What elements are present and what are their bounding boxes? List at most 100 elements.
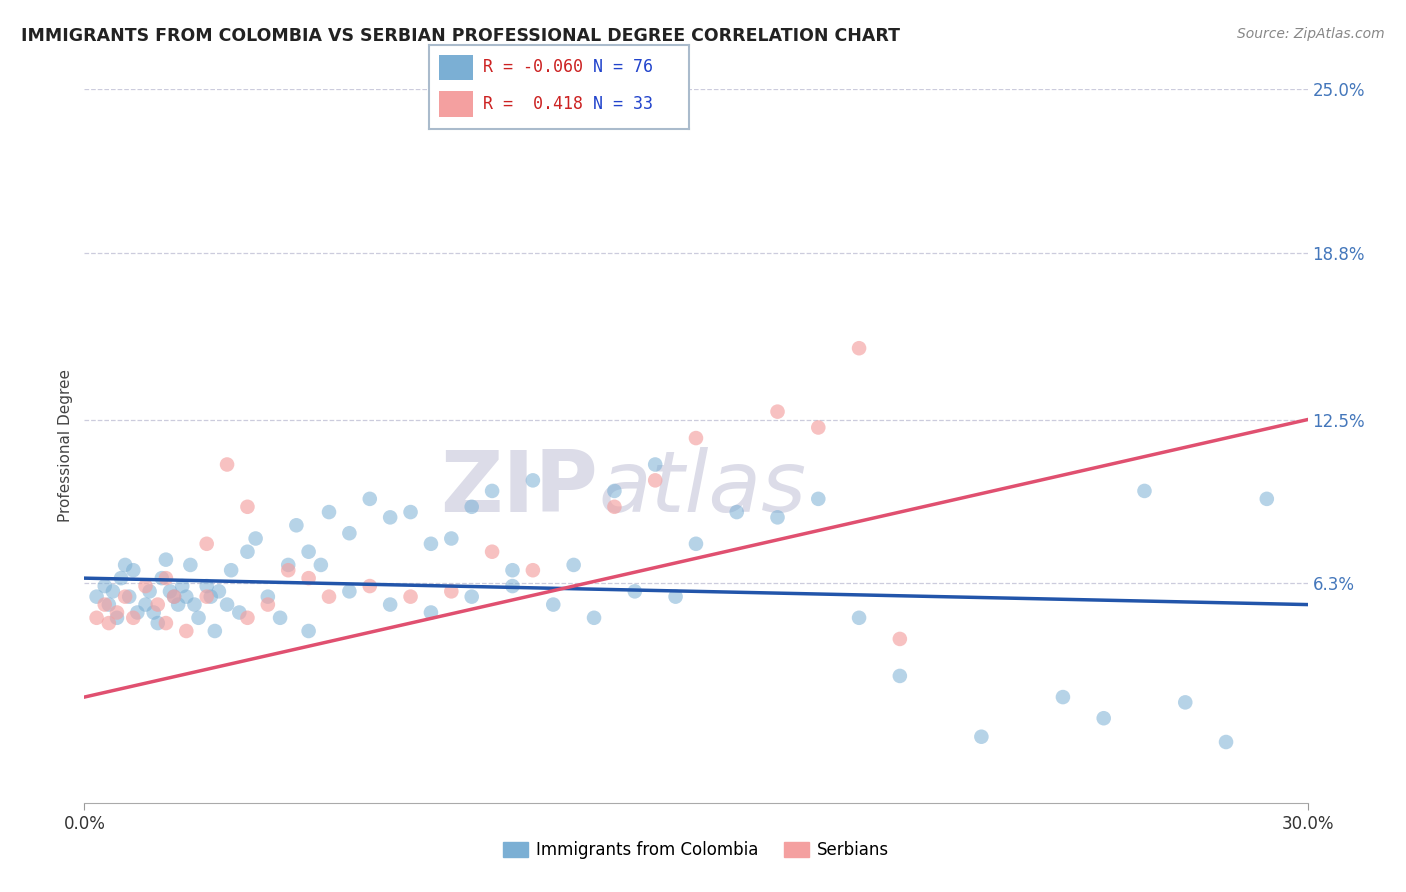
Point — [105, 611, 128, 625]
Point — [766, 510, 789, 524]
Point — [298, 571, 321, 585]
Point — [502, 579, 524, 593]
Point — [277, 563, 299, 577]
Point — [105, 606, 128, 620]
Point — [228, 606, 250, 620]
Point — [245, 532, 267, 546]
Point — [122, 611, 145, 625]
Point — [97, 616, 120, 631]
Point — [285, 518, 308, 533]
Point — [257, 598, 280, 612]
Point — [155, 552, 177, 566]
Point — [420, 606, 443, 620]
Point — [97, 598, 120, 612]
Point — [359, 491, 381, 506]
Point — [110, 571, 132, 585]
Point — [889, 669, 911, 683]
Point — [766, 404, 789, 418]
Point — [970, 730, 993, 744]
Point — [236, 500, 259, 514]
Point — [217, 598, 239, 612]
Point — [101, 584, 124, 599]
Point — [93, 598, 115, 612]
Point — [543, 598, 565, 612]
Point — [380, 598, 402, 612]
Point — [179, 558, 201, 572]
Point — [461, 590, 484, 604]
Point — [195, 590, 218, 604]
Point — [204, 624, 226, 638]
Point — [481, 483, 503, 498]
Point — [1215, 735, 1237, 749]
Point — [183, 598, 205, 612]
Point — [187, 611, 209, 625]
Point — [685, 431, 707, 445]
Point — [420, 537, 443, 551]
Point — [359, 579, 381, 593]
Point — [380, 510, 402, 524]
Point — [298, 545, 321, 559]
Point — [318, 590, 340, 604]
Text: atlas: atlas — [598, 447, 806, 531]
Point — [1133, 483, 1156, 498]
Point — [114, 590, 136, 604]
Point — [174, 624, 197, 638]
Text: ZIP: ZIP — [440, 447, 598, 531]
Point — [174, 590, 197, 604]
Point — [114, 558, 136, 572]
Point — [118, 590, 141, 604]
Point — [208, 584, 231, 599]
Point — [1256, 491, 1278, 506]
Bar — [439, 91, 472, 117]
Bar — [439, 54, 472, 80]
Point — [603, 483, 626, 498]
Point — [146, 598, 169, 612]
Point — [562, 558, 585, 572]
Point — [481, 545, 503, 559]
Point — [277, 558, 299, 572]
Point — [167, 598, 190, 612]
Point — [219, 563, 242, 577]
Text: Source: ZipAtlas.com: Source: ZipAtlas.com — [1237, 27, 1385, 41]
Point — [399, 590, 422, 604]
Text: R =  0.418: R = 0.418 — [484, 95, 583, 113]
Point — [665, 590, 688, 604]
Point — [217, 458, 239, 472]
Point — [122, 563, 145, 577]
Point — [269, 611, 291, 625]
Point — [848, 341, 870, 355]
Point — [309, 558, 332, 572]
Point — [200, 590, 222, 604]
Point — [522, 563, 544, 577]
Point — [461, 500, 484, 514]
Point — [725, 505, 748, 519]
Point — [1092, 711, 1115, 725]
Point — [583, 611, 606, 625]
Text: N = 33: N = 33 — [593, 95, 652, 113]
Text: R = -0.060: R = -0.060 — [484, 59, 583, 77]
Point — [522, 474, 544, 488]
Point — [644, 458, 666, 472]
Point — [257, 590, 280, 604]
Point — [150, 571, 173, 585]
Point — [172, 579, 194, 593]
Point — [146, 616, 169, 631]
Point — [195, 579, 218, 593]
Point — [685, 537, 707, 551]
Point — [1174, 695, 1197, 709]
Point — [1052, 690, 1074, 704]
Point — [440, 584, 463, 599]
Point — [86, 590, 108, 604]
Point — [159, 584, 181, 599]
Point — [142, 606, 165, 620]
Point — [807, 491, 830, 506]
Point — [624, 584, 647, 599]
Text: IMMIGRANTS FROM COLOMBIA VS SERBIAN PROFESSIONAL DEGREE CORRELATION CHART: IMMIGRANTS FROM COLOMBIA VS SERBIAN PROF… — [21, 27, 900, 45]
Point — [644, 474, 666, 488]
Point — [298, 624, 321, 638]
Y-axis label: Professional Degree: Professional Degree — [58, 369, 73, 523]
Point — [93, 579, 115, 593]
Point — [236, 611, 259, 625]
Point — [889, 632, 911, 646]
Point — [86, 611, 108, 625]
